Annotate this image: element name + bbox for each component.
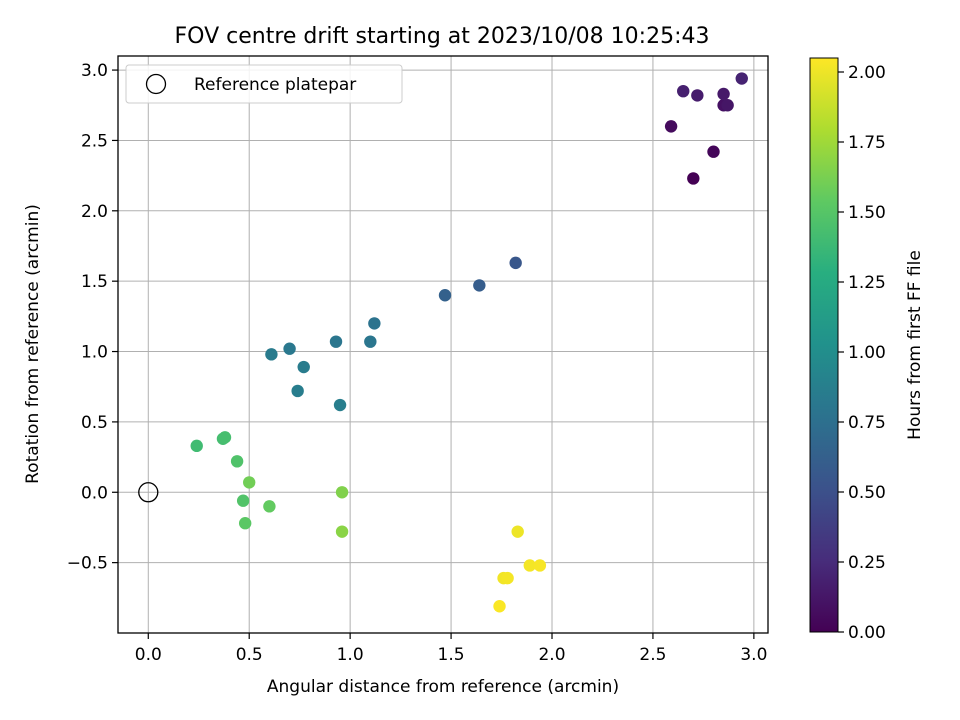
colorbar-label: Hours from first FF file [905,250,925,440]
data-point [238,517,252,530]
legend-box [125,64,403,104]
colorbar-tick-label: 0.25 [848,553,886,573]
legend-label-reference: Reference platepar [194,75,356,95]
x-axis-ticks: 0.0 0.5 1.0 1.5 2.0 2.5 3.0 [135,633,767,665]
colorbar-tick-label: 1.25 [848,273,886,293]
y-axis-label: Rotation from reference (arcmin) [23,204,43,484]
colorbar-gradient [809,57,839,633]
data-point [368,317,381,330]
colorbar-tick-label: 0.75 [848,413,886,433]
data-point [265,348,278,361]
data-point [335,525,349,538]
data-point [677,84,690,98]
colorbar-tick-label: 0.00 [848,623,886,643]
data-point [509,256,522,270]
x-tick-label: 2.0 [538,645,565,665]
data-point [493,600,506,613]
x-tick-label: 0.5 [236,645,263,665]
data-point [717,87,730,101]
data-point [283,342,296,355]
data-points [190,72,748,613]
grid-lines [118,56,768,633]
x-tick-label: 0.0 [135,645,162,665]
y-tick-label: 2.5 [81,131,108,151]
colorbar-tick-label: 1.75 [848,133,886,153]
colorbar: 0.00 0.25 0.50 0.75 1.00 1.25 1.50 1.75 2.00 Hou… [809,57,925,643]
colorbar-tick-label: 2.00 [848,63,886,83]
data-point [218,431,232,444]
colorbar-ticks: 0.00 0.25 0.50 0.75 1.00 1.25 1.50 1.75 2.00 [838,63,886,643]
plot-frame [117,55,769,634]
x-tick-label: 2.5 [639,645,666,665]
data-point [329,335,343,348]
data-point [291,384,304,398]
reference-marker-layer [138,482,159,503]
data-point [243,476,256,489]
legend-marker-reference [145,73,167,95]
data-point [230,455,244,468]
colorbar-tick-label: 0.50 [848,483,886,503]
data-point [721,99,734,112]
data-point [691,89,704,102]
x-tick-label: 3.0 [740,645,767,665]
data-point [473,279,486,292]
data-point [190,439,203,453]
data-point [664,120,678,133]
data-point [333,398,347,412]
y-tick-label: 1.0 [81,343,108,363]
data-point [511,525,524,538]
colorbar-tick-label: 1.00 [848,343,886,363]
reference-platepar-marker [138,482,159,503]
y-tick-label: 3.0 [81,61,108,81]
x-axis-label: Angular distance from reference (arcmin) [267,677,619,697]
data-point [707,145,720,158]
data-point [364,335,377,348]
colorbar-tick-label: 1.50 [848,203,886,223]
data-point [236,494,250,507]
data-point [438,289,452,302]
y-tick-label: 0.0 [81,483,108,503]
y-tick-label: 2.0 [81,202,108,222]
y-tick-label: 1.5 [81,272,108,292]
data-point [523,559,537,572]
data-point [501,571,514,585]
x-tick-label: 1.5 [438,645,465,665]
data-point [533,559,547,572]
data-point [687,172,700,185]
y-tick-label: −0.5 [67,554,108,574]
data-point [335,486,349,499]
legend: Reference platepar [125,64,403,104]
chart-title: FOV centre drift starting at 2023/10/08 … [175,24,710,49]
y-axis-ticks: −0.5 0.0 0.5 1.0 1.5 2.0 2.5 3.0 [67,61,118,574]
data-point [735,72,748,85]
x-tick-label: 1.0 [337,645,364,665]
data-point [263,500,276,513]
y-tick-label: 0.5 [81,413,108,433]
data-point [297,360,310,374]
